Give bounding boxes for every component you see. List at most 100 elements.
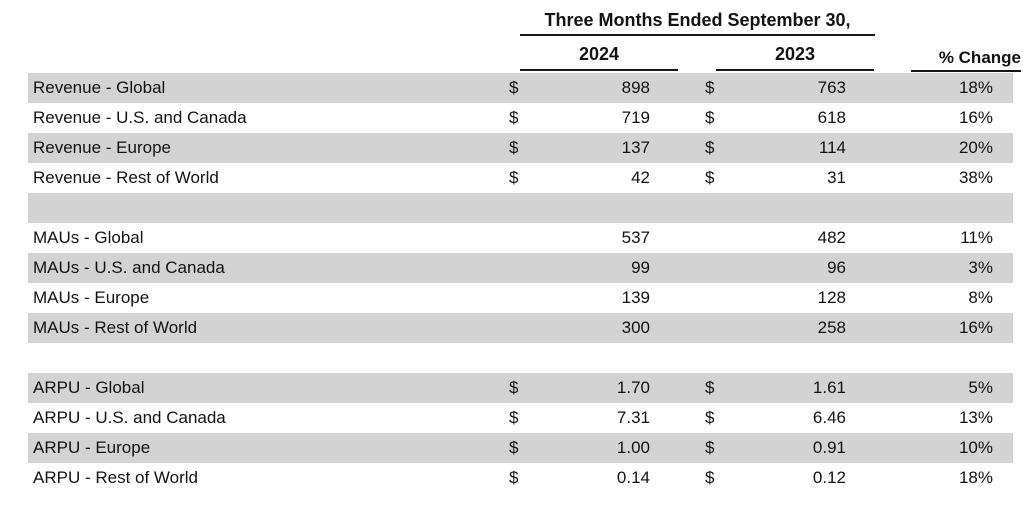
row-label: ARPU - Rest of World bbox=[33, 468, 199, 487]
value-2024: 300 bbox=[621, 318, 650, 337]
year-2024-header: 2024 bbox=[520, 41, 678, 71]
col-2023-cell: $ 114 bbox=[688, 138, 846, 158]
col-2023-cell: $ 31 bbox=[688, 168, 846, 188]
col-2023-cell: $ 0.12 bbox=[688, 468, 846, 488]
table-row-revenue-global: Revenue - Global $ 898 $ 763 18% bbox=[28, 73, 1013, 103]
value-2024: 7.31 bbox=[616, 408, 650, 427]
currency-symbol: $ bbox=[509, 78, 519, 97]
pct-change-value: 18% bbox=[958, 468, 993, 487]
value-2024: 99 bbox=[631, 258, 650, 277]
col-2024-cell: $ 7.31 bbox=[492, 408, 650, 428]
pct-change-value: 3% bbox=[968, 258, 993, 277]
currency-symbol: $ bbox=[705, 438, 715, 457]
value-2023: 618 bbox=[817, 108, 846, 127]
row-label: Revenue - Rest of World bbox=[33, 168, 219, 187]
currency-symbol: $ bbox=[705, 108, 715, 127]
pct-change-value: 18% bbox=[958, 78, 993, 97]
pct-change-value: 16% bbox=[958, 318, 993, 337]
row-label: MAUs - Global bbox=[33, 228, 144, 247]
row-label: ARPU - Global bbox=[33, 378, 145, 397]
currency-symbol: $ bbox=[705, 408, 715, 427]
pct-change-value: 11% bbox=[960, 228, 993, 247]
value-2024: 42 bbox=[631, 168, 650, 187]
col-2023-cell: 258 bbox=[688, 318, 846, 338]
value-2024: 1.70 bbox=[616, 378, 650, 397]
value-2024: 137 bbox=[621, 138, 650, 157]
spacer-row bbox=[28, 193, 1013, 223]
col-2024-cell: $ 0.14 bbox=[492, 468, 650, 488]
table-row-revenue-rest-of-world: Revenue - Rest of World $ 42 $ 31 38% bbox=[28, 163, 1013, 193]
col-2023-cell: $ 618 bbox=[688, 108, 846, 128]
value-2024: 537 bbox=[621, 228, 650, 247]
table-row-revenue-europe: Revenue - Europe $ 137 $ 114 20% bbox=[28, 133, 1013, 163]
pct-change-value: 16% bbox=[958, 108, 993, 127]
period-header: Three Months Ended September 30, bbox=[520, 7, 875, 36]
col-2023-cell: $ 1.61 bbox=[688, 378, 846, 398]
value-2023: 0.12 bbox=[812, 468, 846, 487]
value-2023: 6.46 bbox=[812, 408, 846, 427]
col-2024-cell: 99 bbox=[492, 258, 650, 278]
value-2024: 0.14 bbox=[616, 468, 650, 487]
col-2023-cell: 128 bbox=[688, 288, 846, 308]
pct-change-value: 8% bbox=[968, 288, 993, 307]
table-row-revenue-us-canada: Revenue - U.S. and Canada $ 719 $ 618 16… bbox=[28, 103, 1013, 133]
row-label: ARPU - U.S. and Canada bbox=[33, 408, 226, 427]
pct-change-value: 38% bbox=[958, 168, 993, 187]
table-body: Revenue - Global $ 898 $ 763 18% Revenue… bbox=[28, 73, 1013, 493]
value-2023: 258 bbox=[817, 318, 846, 337]
table-row-maus-us-canada: MAUs - U.S. and Canada 99 96 3% bbox=[28, 253, 1013, 283]
pct-change-value: 13% bbox=[958, 408, 993, 427]
row-label: Revenue - U.S. and Canada bbox=[33, 108, 247, 127]
col-2023-cell: $ 0.91 bbox=[688, 438, 846, 458]
currency-symbol: $ bbox=[705, 468, 715, 487]
col-2024-cell: $ 1.70 bbox=[492, 378, 650, 398]
value-2023: 114 bbox=[818, 138, 846, 157]
year-2023-header: 2023 bbox=[716, 41, 874, 71]
value-2024: 139 bbox=[621, 288, 650, 307]
row-label: Revenue - Global bbox=[33, 78, 166, 97]
currency-symbol: $ bbox=[705, 378, 715, 397]
col-2024-cell: $ 137 bbox=[492, 138, 650, 158]
table-row-maus-global: MAUs - Global 537 482 11% bbox=[28, 223, 1013, 253]
currency-symbol: $ bbox=[509, 108, 519, 127]
pct-change-header: % Change bbox=[911, 41, 1021, 72]
value-2023: 96 bbox=[827, 258, 846, 277]
currency-symbol: $ bbox=[705, 138, 715, 157]
table-row-arpu-us-canada: ARPU - U.S. and Canada $ 7.31 $ 6.46 13% bbox=[28, 403, 1013, 433]
value-2023: 763 bbox=[817, 78, 846, 97]
value-2023: 1.61 bbox=[812, 378, 846, 397]
col-2024-cell: 537 bbox=[492, 228, 650, 248]
value-2023: 128 bbox=[817, 288, 846, 307]
currency-symbol: $ bbox=[705, 78, 715, 97]
table-row-arpu-global: ARPU - Global $ 1.70 $ 1.61 5% bbox=[28, 373, 1013, 403]
pct-change-value: 5% bbox=[968, 378, 993, 397]
currency-symbol: $ bbox=[509, 468, 519, 487]
value-2024: 1.00 bbox=[616, 438, 650, 457]
currency-symbol: $ bbox=[509, 378, 519, 397]
pct-change-value: 10% bbox=[958, 438, 993, 457]
col-2023-cell: $ 763 bbox=[688, 78, 846, 98]
col-2024-cell: 139 bbox=[492, 288, 650, 308]
table-row-arpu-rest-of-world: ARPU - Rest of World $ 0.14 $ 0.12 18% bbox=[28, 463, 1013, 493]
row-label: Revenue - Europe bbox=[33, 138, 171, 157]
row-label: MAUs - Europe bbox=[33, 288, 150, 307]
col-2024-cell: $ 1.00 bbox=[492, 438, 650, 458]
currency-symbol: $ bbox=[509, 438, 519, 457]
col-2023-cell: $ 6.46 bbox=[688, 408, 846, 428]
col-2024-cell: $ 719 bbox=[492, 108, 650, 128]
col-2023-cell: 96 bbox=[688, 258, 846, 278]
row-label: MAUs - U.S. and Canada bbox=[33, 258, 225, 277]
value-2024: 719 bbox=[621, 108, 650, 127]
pct-change-value: 20% bbox=[958, 138, 993, 157]
table-row-arpu-europe: ARPU - Europe $ 1.00 $ 0.91 10% bbox=[28, 433, 1013, 463]
currency-symbol: $ bbox=[509, 138, 519, 157]
spacer-row bbox=[28, 343, 1013, 373]
row-label: MAUs - Rest of World bbox=[33, 318, 198, 337]
table-row-maus-rest-of-world: MAUs - Rest of World 300 258 16% bbox=[28, 313, 1013, 343]
row-label: ARPU - Europe bbox=[33, 438, 151, 457]
col-2024-cell: 300 bbox=[492, 318, 650, 338]
value-2023: 0.91 bbox=[812, 438, 846, 457]
value-2023: 482 bbox=[817, 228, 846, 247]
currency-symbol: $ bbox=[705, 168, 715, 187]
